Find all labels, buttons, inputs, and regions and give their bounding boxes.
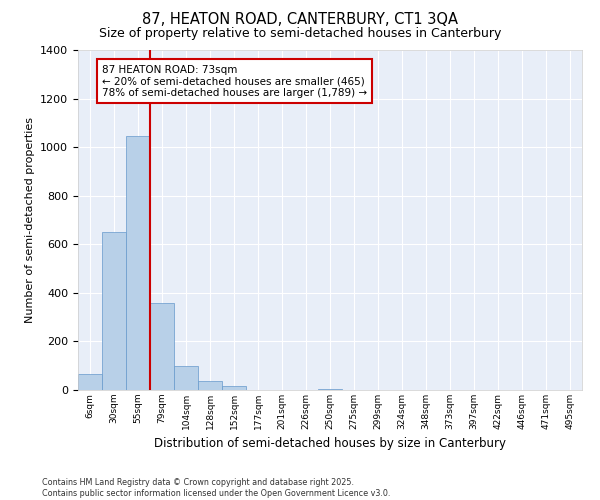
Y-axis label: Number of semi-detached properties: Number of semi-detached properties [25,117,35,323]
Text: 87, HEATON ROAD, CANTERBURY, CT1 3QA: 87, HEATON ROAD, CANTERBURY, CT1 3QA [142,12,458,28]
Text: 87 HEATON ROAD: 73sqm
← 20% of semi-detached houses are smaller (465)
78% of sem: 87 HEATON ROAD: 73sqm ← 20% of semi-deta… [102,64,367,98]
Text: Contains HM Land Registry data © Crown copyright and database right 2025.
Contai: Contains HM Land Registry data © Crown c… [42,478,391,498]
Bar [78,374,102,390]
Bar [102,232,126,390]
Bar [222,386,246,390]
Bar [318,389,342,390]
Bar [174,366,198,390]
X-axis label: Distribution of semi-detached houses by size in Canterbury: Distribution of semi-detached houses by … [154,438,506,450]
Bar [198,381,222,390]
Text: Size of property relative to semi-detached houses in Canterbury: Size of property relative to semi-detach… [99,28,501,40]
Bar [126,136,150,390]
Bar [150,302,174,390]
